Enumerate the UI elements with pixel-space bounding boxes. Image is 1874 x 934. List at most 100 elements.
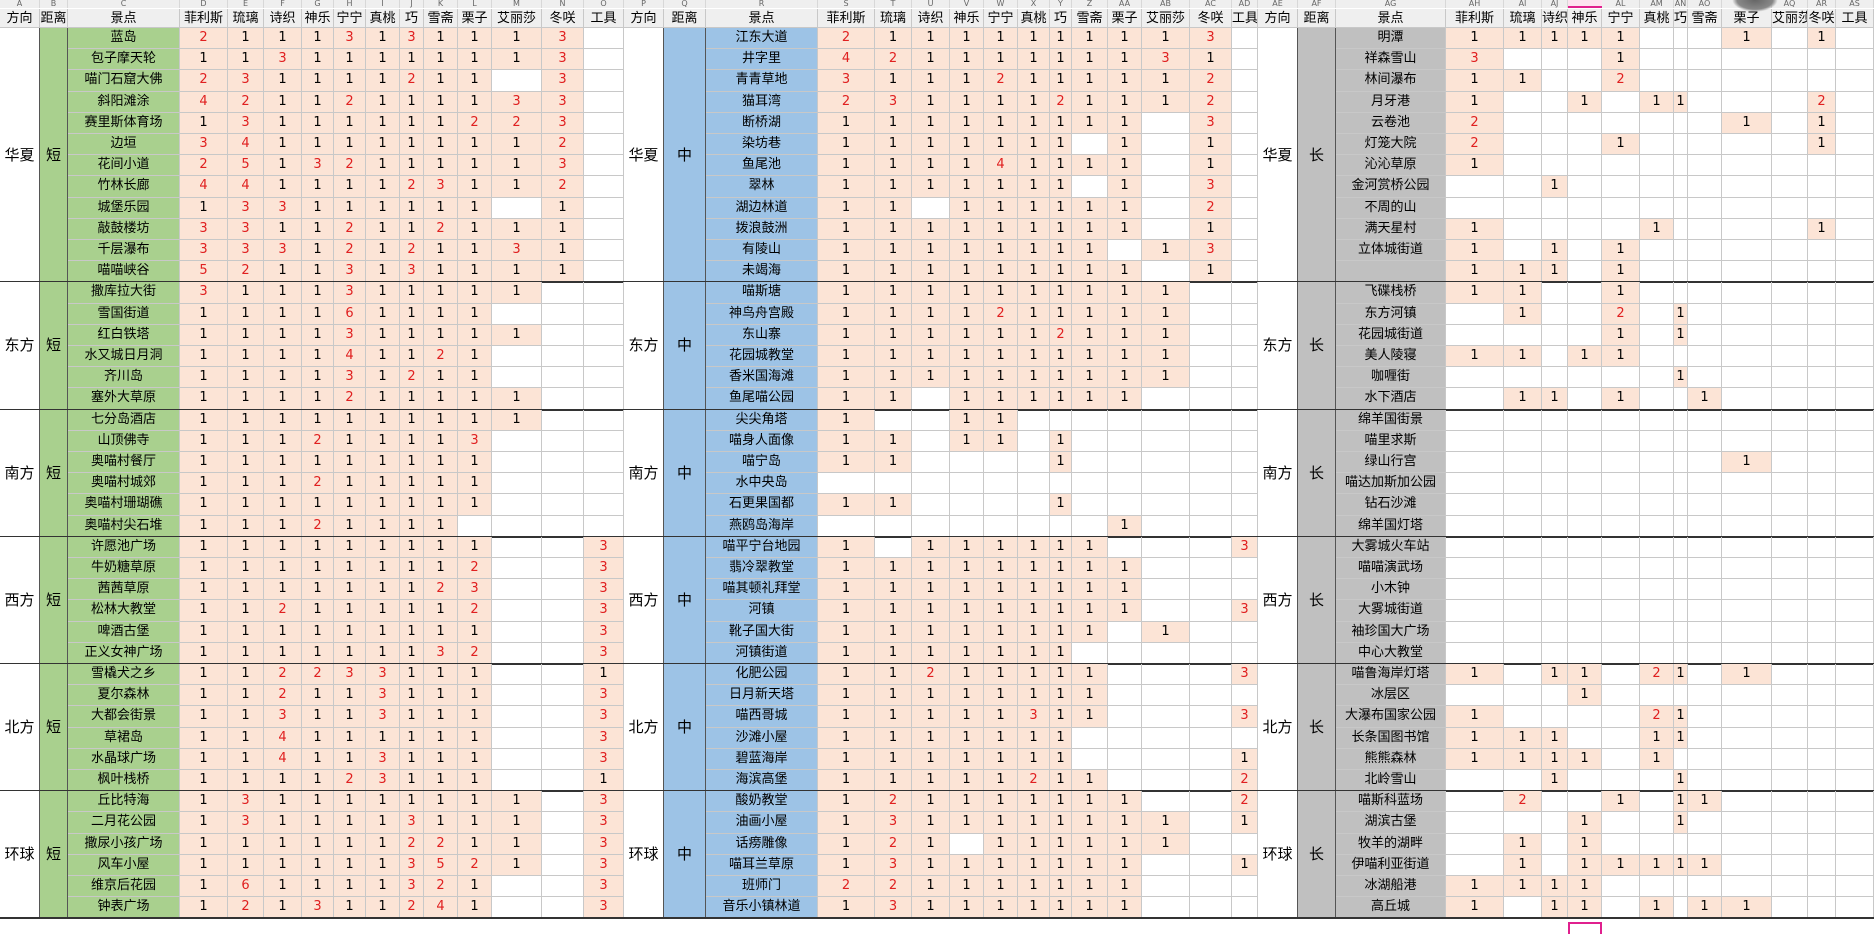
score-cell[interactable]: 1: [302, 261, 334, 283]
score-cell[interactable]: 1: [302, 748, 334, 770]
score-cell[interactable]: 1: [366, 240, 400, 262]
score-cell[interactable]: 1: [302, 409, 334, 431]
score-cell[interactable]: 1: [1050, 706, 1072, 728]
place-name-cell[interactable]: 撒库拉大街: [68, 282, 180, 304]
score-cell[interactable]: [1836, 303, 1874, 325]
score-cell[interactable]: 1: [1018, 664, 1050, 686]
score-cell[interactable]: 1: [1504, 388, 1542, 410]
score-cell[interactable]: 1: [1018, 748, 1050, 770]
direction-cell[interactable]: 南方: [624, 409, 664, 537]
score-cell[interactable]: 1: [1018, 28, 1050, 50]
score-cell[interactable]: [492, 706, 542, 728]
place-name-cell[interactable]: 美人陵寝: [1336, 346, 1446, 368]
score-cell[interactable]: [1688, 49, 1722, 71]
score-cell[interactable]: 1: [400, 579, 424, 601]
score-cell[interactable]: [1772, 621, 1808, 643]
score-cell[interactable]: 1: [1050, 388, 1072, 410]
score-cell[interactable]: 1: [1602, 324, 1640, 346]
score-cell[interactable]: 1: [818, 748, 875, 770]
score-cell[interactable]: [542, 791, 584, 813]
score-cell[interactable]: [1688, 727, 1722, 749]
score-cell[interactable]: 1: [875, 600, 912, 622]
score-cell[interactable]: 1: [458, 536, 492, 558]
score-cell[interactable]: 1: [1640, 218, 1674, 240]
score-cell[interactable]: 1: [424, 240, 458, 262]
score-cell[interactable]: 1: [400, 664, 424, 686]
score-cell[interactable]: 1: [180, 324, 228, 346]
score-cell[interactable]: 1: [1072, 621, 1108, 643]
score-cell[interactable]: 1: [264, 367, 302, 389]
place-name-cell[interactable]: 祥森雪山: [1336, 49, 1446, 71]
score-cell[interactable]: [1568, 791, 1602, 813]
score-cell[interactable]: 1: [1232, 854, 1258, 876]
score-cell[interactable]: [1504, 240, 1542, 262]
score-cell[interactable]: 1: [424, 134, 458, 156]
score-cell[interactable]: [1674, 155, 1688, 177]
score-cell[interactable]: 1: [180, 876, 228, 898]
score-cell[interactable]: [1504, 706, 1542, 728]
score-cell[interactable]: 1: [1542, 664, 1568, 686]
score-cell[interactable]: 1: [818, 727, 875, 749]
score-cell[interactable]: 1: [1050, 452, 1072, 474]
score-cell[interactable]: [1232, 70, 1258, 92]
score-cell[interactable]: [1568, 134, 1602, 156]
score-cell[interactable]: 1: [875, 282, 912, 304]
score-cell[interactable]: 1: [1108, 515, 1142, 537]
score-cell[interactable]: [1674, 388, 1688, 410]
score-cell[interactable]: 1: [1050, 430, 1072, 452]
score-cell[interactable]: [1808, 324, 1836, 346]
score-cell[interactable]: 1: [366, 70, 400, 92]
score-cell[interactable]: [1232, 91, 1258, 113]
score-cell[interactable]: 1: [1142, 240, 1190, 262]
score-cell[interactable]: 1: [302, 134, 334, 156]
score-cell[interactable]: [542, 409, 584, 431]
place-name-cell[interactable]: 翠林: [706, 176, 818, 198]
score-cell[interactable]: 1: [1190, 155, 1232, 177]
score-cell[interactable]: 1: [875, 367, 912, 389]
place-name-cell[interactable]: 啤酒古堡: [68, 621, 180, 643]
score-cell[interactable]: [1772, 155, 1808, 177]
score-cell[interactable]: [1446, 452, 1504, 474]
score-cell[interactable]: [1446, 558, 1504, 580]
score-cell[interactable]: [1446, 409, 1504, 431]
score-cell[interactable]: 1: [1018, 134, 1050, 156]
score-cell[interactable]: [1504, 473, 1542, 495]
score-cell[interactable]: 3: [492, 240, 542, 262]
score-cell[interactable]: 1: [875, 664, 912, 686]
score-cell[interactable]: 1: [180, 727, 228, 749]
place-name-cell[interactable]: 湖滨古堡: [1336, 812, 1446, 834]
score-cell[interactable]: [875, 536, 912, 558]
score-cell[interactable]: [1446, 536, 1504, 558]
score-cell[interactable]: 1: [334, 134, 366, 156]
place-name-cell[interactable]: 夏尔森林: [68, 685, 180, 707]
place-name-cell[interactable]: 喵斯塘: [706, 282, 818, 304]
place-name-cell[interactable]: 江东大道: [706, 28, 818, 50]
score-cell[interactable]: [1018, 473, 1050, 495]
score-cell[interactable]: [1446, 388, 1504, 410]
score-cell[interactable]: 1: [302, 303, 334, 325]
score-cell[interactable]: 3: [1190, 176, 1232, 198]
score-cell[interactable]: 1: [875, 155, 912, 177]
score-cell[interactable]: 1: [950, 621, 984, 643]
score-cell[interactable]: [1674, 876, 1688, 898]
score-cell[interactable]: 1: [366, 642, 400, 664]
score-cell[interactable]: [1072, 134, 1108, 156]
score-cell[interactable]: [1688, 303, 1722, 325]
score-cell[interactable]: 1: [1050, 346, 1072, 368]
score-cell[interactable]: 1: [1072, 70, 1108, 92]
score-cell[interactable]: [1504, 112, 1542, 134]
score-cell[interactable]: 1: [1542, 28, 1568, 50]
score-cell[interactable]: [1722, 770, 1772, 792]
score-cell[interactable]: [1772, 494, 1808, 516]
score-cell[interactable]: [1190, 812, 1232, 834]
score-cell[interactable]: [1640, 134, 1674, 156]
score-cell[interactable]: 1: [458, 197, 492, 219]
score-cell[interactable]: [1688, 282, 1722, 304]
score-cell[interactable]: 4: [264, 748, 302, 770]
score-cell[interactable]: 4: [180, 91, 228, 113]
score-cell[interactable]: 3: [180, 134, 228, 156]
score-cell[interactable]: [1722, 812, 1772, 834]
score-cell[interactable]: [1688, 558, 1722, 580]
score-cell[interactable]: 1: [180, 346, 228, 368]
